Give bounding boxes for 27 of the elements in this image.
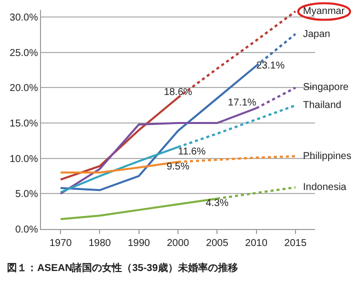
x-tick-label: 1970 [49,238,72,249]
x-tick-label: 1980 [88,238,112,249]
x-tick-label: 2000 [166,238,190,249]
data-label: 17.1% [228,98,256,109]
data-label: 18.6% [164,87,192,98]
x-tick-label: 2005 [206,238,229,249]
y-tick-label: 30.0% [10,12,38,24]
x-tick-label: 2010 [245,238,268,249]
y-tick-label: 0.0% [15,224,38,236]
y-tick-label: 15.0% [10,118,38,130]
x-tick-label: 2015 [284,238,307,249]
series-label: Philippines [303,151,352,162]
data-label: 4.3% [206,198,229,210]
y-tick-label: 20.0% [10,83,38,94]
data-label: 23.1% [256,60,285,72]
series-label: Indonesia [303,182,347,193]
series-label: Singapore [303,82,350,93]
series-label: Thailand [303,100,342,111]
text: 図１：ASEAN諸国の女性（35-39歳）未婚率の推移 [7,262,238,274]
x-tick-label: 1990 [128,238,150,249]
data-label: 11.6% [178,146,206,158]
y-tick-label: 10.0% [10,154,38,165]
y-tick-label: 25.0% [10,48,38,59]
data-label: 9.5% [166,161,190,172]
y-tick-label: 5.0% [15,189,38,200]
series-label: Myanmar [303,6,346,17]
series-label: Japan [303,29,330,40]
